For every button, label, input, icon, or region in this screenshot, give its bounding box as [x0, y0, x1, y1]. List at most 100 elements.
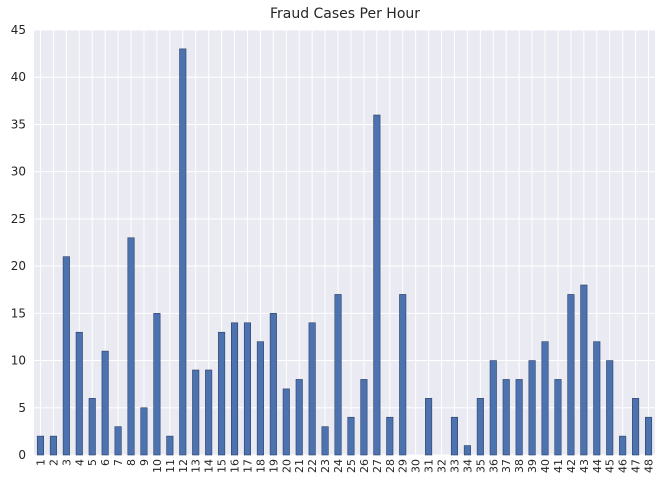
x-tick-label: 45	[604, 459, 617, 473]
bar-14	[205, 369, 213, 456]
bar-11	[166, 435, 174, 456]
bar-35	[476, 398, 484, 456]
y-tick-label: 25	[11, 212, 26, 226]
x-tick-label: 46	[617, 459, 630, 473]
bar-8	[127, 237, 135, 456]
bar-39	[528, 360, 536, 456]
x-tick-label: 31	[423, 459, 436, 473]
bar-29	[399, 294, 407, 456]
bar-28	[386, 416, 394, 456]
bar-24	[334, 294, 342, 456]
x-tick-label: 13	[190, 459, 203, 473]
bar-9	[140, 407, 148, 456]
x-tick-label: 20	[280, 459, 293, 473]
bar-10	[153, 313, 161, 456]
x-tick-label: 22	[306, 459, 319, 473]
x-tick-label: 1	[34, 459, 47, 466]
bar-22	[308, 322, 316, 456]
bar-23	[321, 426, 329, 456]
x-tick-label: 47	[630, 459, 643, 473]
bar-25	[347, 416, 355, 456]
x-tick-label: 9	[138, 459, 151, 466]
x-tick-label: 39	[526, 459, 539, 473]
x-tick-label: 21	[293, 459, 306, 473]
bar-21	[295, 379, 303, 456]
x-tick-label: 7	[112, 459, 125, 466]
x-tick-label: 23	[319, 459, 332, 473]
x-tick-label: 40	[539, 459, 552, 473]
bar-34	[463, 445, 471, 456]
bar-31	[425, 398, 433, 456]
x-tick-label: 30	[410, 459, 423, 473]
x-tick-label: 32	[436, 459, 449, 473]
x-tick-label: 6	[99, 459, 112, 466]
x-tick-label: 3	[60, 459, 73, 466]
y-tick-label: 10	[11, 354, 26, 368]
x-tick-label: 11	[164, 459, 177, 473]
bar-27	[373, 114, 381, 456]
x-tick-label: 18	[254, 459, 267, 473]
plot-background	[34, 30, 655, 455]
bar-40	[541, 341, 549, 456]
bar-46	[619, 435, 627, 456]
bar-38	[515, 379, 523, 456]
bar-47	[632, 398, 640, 456]
x-tick-label: 2	[47, 459, 60, 466]
bar-12	[179, 48, 187, 456]
bar-18	[256, 341, 264, 456]
x-tick-label: 17	[241, 459, 254, 473]
x-tick-label: 36	[487, 459, 500, 473]
y-tick-label: 20	[11, 259, 26, 273]
y-tick-label: 15	[11, 306, 26, 320]
bar-2	[49, 435, 57, 456]
bar-16	[230, 322, 239, 456]
x-tick-label: 26	[358, 459, 371, 473]
x-tick-label: 38	[513, 459, 526, 473]
y-tick-label: 45	[11, 23, 26, 37]
bar-36	[489, 360, 497, 456]
x-tick-label: 43	[578, 459, 591, 473]
bar-5	[88, 398, 96, 456]
bar-26	[360, 379, 368, 456]
x-tick-label: 29	[397, 459, 410, 473]
x-tick-label: 10	[151, 459, 164, 473]
x-tick-label: 33	[448, 459, 461, 473]
x-tick-label: 15	[216, 459, 229, 473]
x-tick-label: 41	[552, 459, 565, 473]
bar-13	[192, 369, 200, 456]
x-tick-label: 25	[345, 459, 358, 473]
bar-33	[450, 416, 459, 456]
x-tick-label: 44	[591, 459, 604, 473]
y-tick-label: 40	[11, 70, 26, 84]
x-tick-label: 37	[500, 459, 513, 473]
bar-4	[75, 331, 83, 456]
bar-41	[554, 379, 562, 456]
bar-7	[114, 426, 122, 456]
bar-44	[593, 341, 601, 456]
bar-1	[36, 435, 45, 456]
y-tick-label: 0	[18, 448, 26, 462]
bar-48	[644, 416, 653, 456]
x-tick-label: 27	[371, 459, 384, 473]
x-tick-label: 28	[384, 459, 397, 473]
x-tick-label: 8	[125, 459, 138, 466]
x-tick-label: 24	[332, 459, 345, 473]
x-tick-label: 19	[267, 459, 280, 473]
bar-20	[282, 388, 290, 456]
x-tick-label: 4	[73, 459, 86, 466]
y-tick-label: 35	[11, 117, 26, 131]
x-tick-label: 48	[643, 459, 656, 473]
bar-15	[218, 331, 226, 456]
bar-6	[101, 350, 109, 456]
chart-title: Fraud Cases Per Hour	[269, 6, 421, 22]
x-tick-label: 35	[474, 459, 487, 473]
x-tick-label: 5	[86, 459, 99, 466]
bar-17	[243, 322, 252, 456]
x-tick-label: 12	[177, 459, 190, 473]
y-tick-label: 5	[18, 401, 26, 415]
y-tick-label: 30	[11, 165, 26, 179]
bar-42	[567, 294, 575, 456]
bar-43	[580, 284, 588, 456]
